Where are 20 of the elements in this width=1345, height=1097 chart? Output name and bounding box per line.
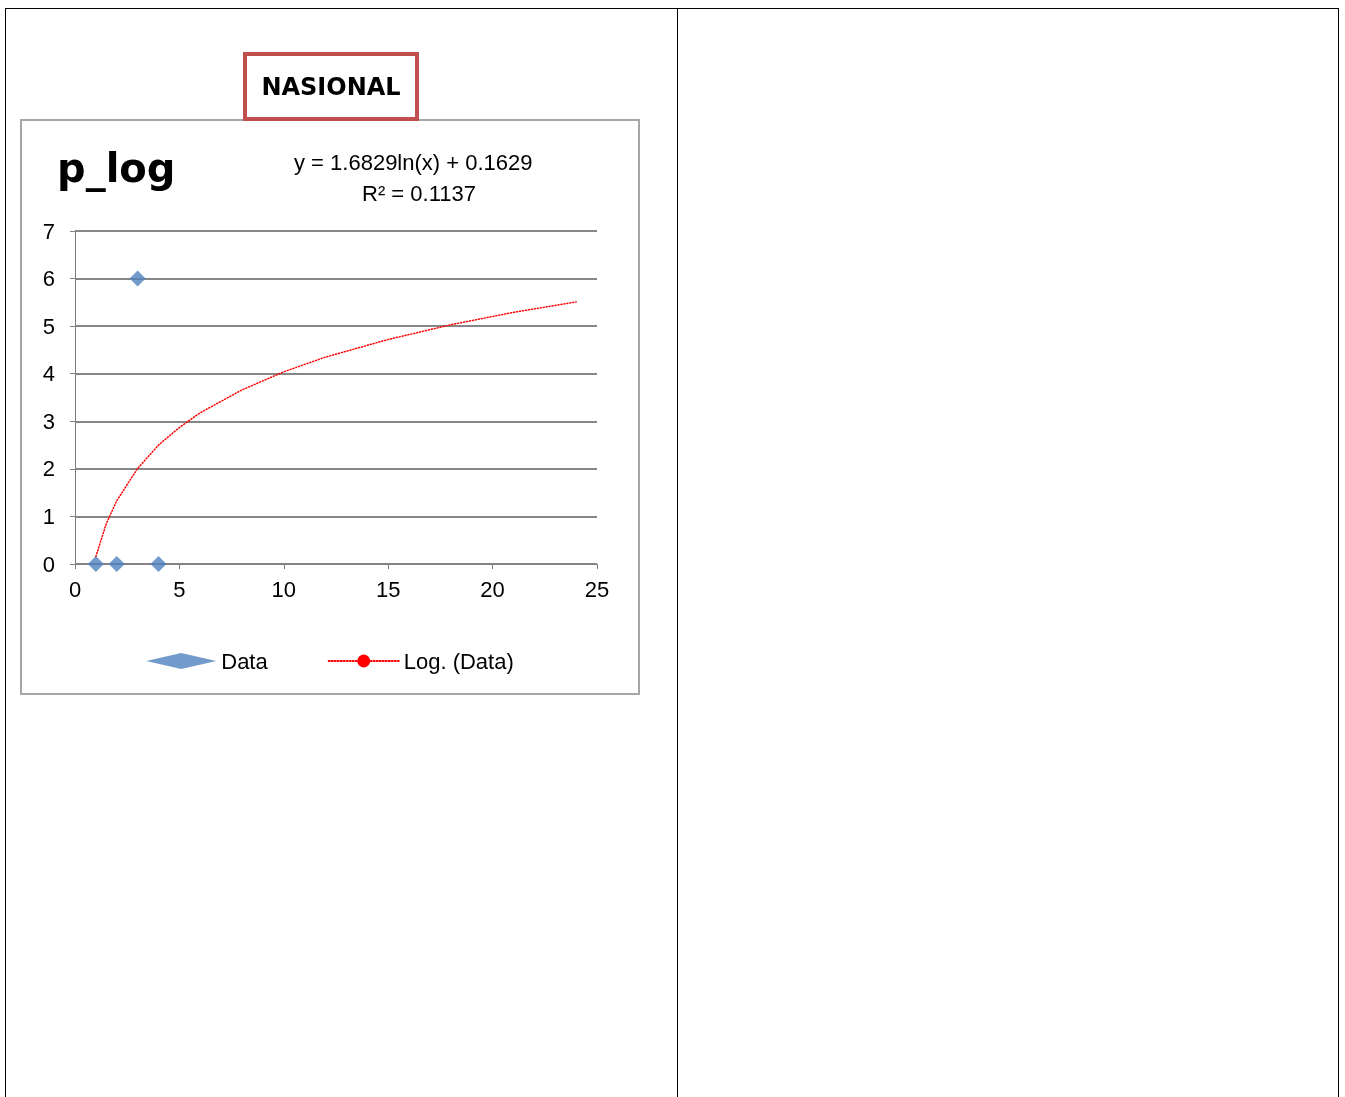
x-tick-label: 10 bbox=[271, 576, 297, 602]
legend-label: Log. (Data) bbox=[403, 648, 514, 674]
x-tick-label: 5 bbox=[173, 576, 186, 602]
text: R² = 0.1137 bbox=[362, 180, 476, 206]
y-tick-label: 0 bbox=[42, 551, 55, 577]
y-tick-label: 6 bbox=[42, 266, 55, 292]
text: y = 1.6829ln(x) + 0.1629 bbox=[294, 149, 533, 175]
y-tick-label: 3 bbox=[42, 408, 55, 434]
y-tick-label: 7 bbox=[42, 218, 55, 244]
x-tick-label: 25 bbox=[584, 576, 610, 602]
x-tick-label: 20 bbox=[480, 576, 505, 602]
y-tick-label: 4 bbox=[42, 361, 55, 387]
y-tick-label: 1 bbox=[42, 503, 55, 529]
chart-title: p_log bbox=[57, 145, 176, 192]
legend-label: Data bbox=[221, 648, 269, 674]
text: NASIONAL bbox=[243, 52, 419, 121]
x-tick-label: 15 bbox=[375, 576, 401, 602]
y-tick-label: 5 bbox=[42, 313, 55, 339]
x-tick-label: 0 bbox=[68, 576, 82, 602]
y-tick-label: 2 bbox=[42, 456, 55, 482]
